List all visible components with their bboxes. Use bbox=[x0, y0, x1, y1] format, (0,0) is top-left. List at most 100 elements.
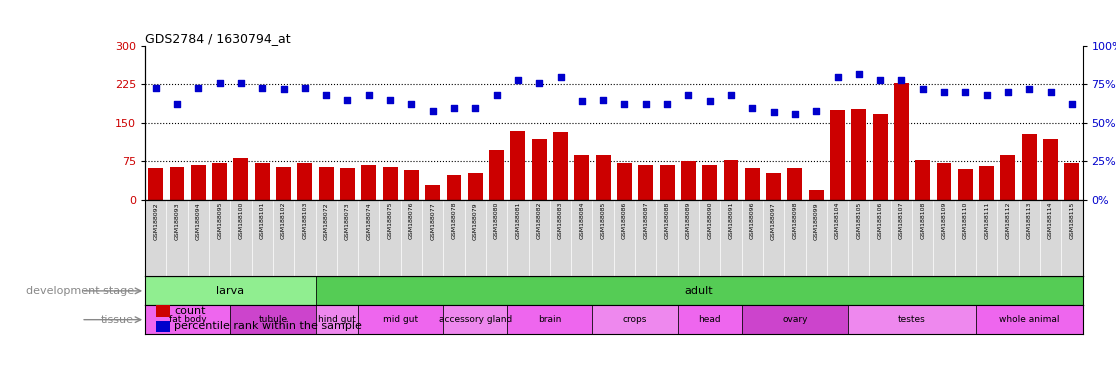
Bar bbox=[254, 163, 270, 200]
Bar bbox=[316, 276, 1083, 305]
Bar bbox=[830, 110, 845, 200]
Point bbox=[147, 84, 165, 91]
Text: GSM188077: GSM188077 bbox=[430, 202, 435, 240]
Point bbox=[828, 74, 846, 80]
Point bbox=[1020, 86, 1038, 92]
Text: GSM188112: GSM188112 bbox=[1006, 202, 1010, 240]
Text: GSM188078: GSM188078 bbox=[452, 202, 456, 240]
Text: GSM188075: GSM188075 bbox=[387, 202, 393, 240]
Bar bbox=[744, 168, 760, 200]
Bar bbox=[936, 163, 952, 200]
Bar bbox=[1000, 155, 1016, 200]
Bar bbox=[510, 131, 526, 200]
Bar bbox=[145, 276, 316, 305]
Text: GSM188095: GSM188095 bbox=[218, 202, 222, 240]
Bar bbox=[362, 165, 376, 200]
Bar bbox=[677, 305, 742, 334]
Text: GSM188099: GSM188099 bbox=[814, 202, 819, 240]
Text: whole animal: whole animal bbox=[999, 315, 1059, 324]
Text: GSM188104: GSM188104 bbox=[835, 202, 840, 240]
Bar bbox=[958, 169, 973, 200]
Point bbox=[253, 84, 271, 91]
Text: GSM188110: GSM188110 bbox=[963, 202, 968, 239]
Text: head: head bbox=[699, 315, 721, 324]
Bar bbox=[894, 83, 908, 200]
Bar bbox=[443, 305, 508, 334]
Text: larva: larva bbox=[217, 286, 244, 296]
Bar bbox=[742, 305, 848, 334]
Text: GSM188083: GSM188083 bbox=[558, 202, 564, 240]
Text: GSM188089: GSM188089 bbox=[686, 202, 691, 240]
Point bbox=[914, 86, 932, 92]
Text: GSM188084: GSM188084 bbox=[579, 202, 585, 240]
Bar bbox=[145, 305, 230, 334]
Text: GSM188113: GSM188113 bbox=[1027, 202, 1032, 240]
Bar bbox=[297, 163, 312, 200]
Text: GSM188073: GSM188073 bbox=[345, 202, 350, 240]
Text: accessory gland: accessory gland bbox=[439, 315, 512, 324]
Point bbox=[338, 97, 356, 103]
Point bbox=[999, 89, 1017, 95]
Bar bbox=[170, 167, 184, 200]
Text: GSM188074: GSM188074 bbox=[366, 202, 372, 240]
Text: development stage: development stage bbox=[26, 286, 134, 296]
Point bbox=[680, 92, 698, 98]
Text: GSM188092: GSM188092 bbox=[153, 202, 158, 240]
Text: brain: brain bbox=[538, 315, 561, 324]
Text: GSM188085: GSM188085 bbox=[600, 202, 606, 239]
Bar bbox=[319, 167, 334, 200]
Text: GSM188093: GSM188093 bbox=[174, 202, 180, 240]
Text: GSM188094: GSM188094 bbox=[195, 202, 201, 240]
Text: GSM188081: GSM188081 bbox=[516, 202, 520, 239]
Bar bbox=[446, 175, 462, 200]
Point bbox=[232, 80, 250, 86]
Bar bbox=[383, 167, 397, 200]
Bar bbox=[873, 114, 887, 200]
Point bbox=[786, 111, 804, 117]
Text: GSM188109: GSM188109 bbox=[942, 202, 946, 240]
Text: GSM188105: GSM188105 bbox=[856, 202, 862, 239]
Text: GSM188097: GSM188097 bbox=[771, 202, 776, 240]
Bar bbox=[848, 305, 976, 334]
Point bbox=[978, 92, 995, 98]
Text: GSM188091: GSM188091 bbox=[729, 202, 733, 240]
Point bbox=[488, 92, 506, 98]
Text: percentile rank within the sample: percentile rank within the sample bbox=[174, 321, 362, 331]
Text: GSM188103: GSM188103 bbox=[302, 202, 307, 240]
Text: GSM188076: GSM188076 bbox=[408, 202, 414, 240]
Text: GSM188079: GSM188079 bbox=[473, 202, 478, 240]
Point bbox=[764, 109, 782, 115]
Bar bbox=[276, 167, 291, 200]
Point bbox=[509, 77, 527, 83]
Point bbox=[275, 86, 292, 92]
Bar bbox=[191, 165, 205, 200]
Bar bbox=[531, 139, 547, 200]
Bar bbox=[766, 173, 781, 200]
Point bbox=[701, 98, 719, 104]
Bar bbox=[915, 160, 931, 200]
Bar bbox=[358, 305, 443, 334]
Point bbox=[743, 104, 761, 111]
Text: GSM188090: GSM188090 bbox=[708, 202, 712, 240]
Text: GSM188111: GSM188111 bbox=[984, 202, 989, 239]
Point bbox=[1041, 89, 1059, 95]
Point bbox=[872, 77, 889, 83]
Bar bbox=[212, 163, 228, 200]
Text: fat body: fat body bbox=[169, 315, 206, 324]
Text: adult: adult bbox=[685, 286, 713, 296]
Point bbox=[169, 101, 186, 108]
Text: mid gut: mid gut bbox=[383, 315, 418, 324]
Bar bbox=[702, 165, 718, 200]
Text: GSM188106: GSM188106 bbox=[877, 202, 883, 239]
Bar bbox=[148, 168, 163, 200]
Point bbox=[935, 89, 953, 95]
Point bbox=[466, 104, 484, 111]
Bar bbox=[1065, 163, 1079, 200]
Bar bbox=[660, 165, 674, 200]
Text: GSM188086: GSM188086 bbox=[622, 202, 627, 239]
Text: testes: testes bbox=[898, 315, 926, 324]
Point bbox=[1062, 101, 1080, 108]
Point bbox=[424, 108, 442, 114]
Point bbox=[190, 84, 208, 91]
Text: GSM188088: GSM188088 bbox=[664, 202, 670, 239]
